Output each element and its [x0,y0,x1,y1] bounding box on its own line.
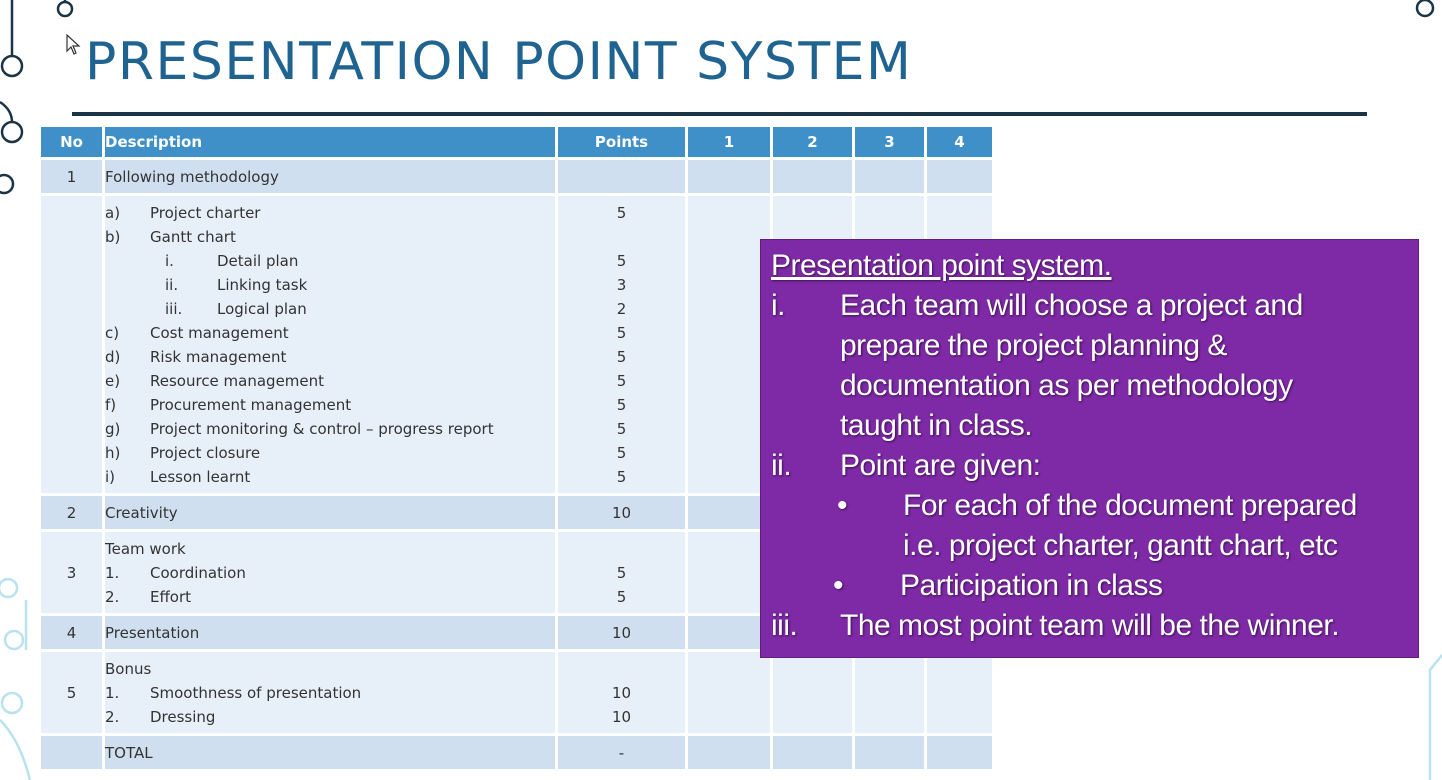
list-text: taught in class. [840,409,1033,442]
item-label: 2. [105,707,120,726]
table-row: 5 Bonus 1. Smoothness of presentation 2. D… [38,649,995,736]
item-points [558,225,685,249]
item-text: Procurement management [150,395,352,414]
item-label: d) [105,347,121,366]
item-label: 1. [105,683,120,702]
section-title: Bonus [105,659,152,678]
section-title: Team work [105,539,186,558]
item-label: h) [105,443,121,462]
callout-title: Presentation point system. [771,249,1112,282]
list-text: Each team will choose a project and [840,289,1303,322]
item-points: 2 [616,299,627,318]
item-points: 5 [616,419,627,438]
item-text: Lesson learnt [150,467,251,486]
item-points: 5 [616,563,627,582]
item-text: Resource management [150,371,325,390]
item-points: 10 [611,683,632,702]
item-label: a) [105,203,121,222]
slide-title: PRESENTATION POINT SYSTEM [85,32,913,92]
header-team-1: 1 [685,124,773,160]
header-row: No Description Points 1 2 3 4 [38,124,995,160]
section-title: Following methodology [102,157,558,196]
item-points: 5 [616,371,627,390]
item-text: Detail plan [217,251,299,270]
item-label: f) [105,395,117,414]
item-text: Project closure [150,443,261,462]
list-number: i. [771,289,786,322]
item-label: c) [105,323,120,342]
bullet-icon: • [833,569,844,602]
section-title: Presentation [102,613,558,652]
bullet-text: For each of the document prepared [903,489,1357,522]
item-text: Smoothness of presentation [150,683,362,702]
item-points: 5 [616,395,627,414]
list-number: ii. [771,449,792,482]
item-label: i) [105,467,116,486]
item-label: g) [105,419,121,438]
item-points: 5 [616,203,627,222]
header-description: Description [102,124,558,160]
row-number: 2 [38,493,105,532]
bullet-icon: • [837,489,848,522]
bullet-text: i.e. project charter, gantt chart, etc [903,529,1338,562]
item-points: 5 [616,251,627,270]
header-team-3: 3 [852,124,927,160]
header-team-2: 2 [770,124,855,160]
section-points: 10 [555,493,688,532]
mouse-cursor-icon [66,34,81,55]
item-points: 5 [616,347,627,366]
item-text: Effort [150,587,192,606]
item-text: Coordination [150,563,246,582]
title-rule [72,112,1367,116]
item-points: 3 [616,275,627,294]
item-points: 10 [611,707,632,726]
row-number: 3 [38,529,105,616]
item-points: 5 [616,587,627,606]
item-text: Risk management [150,347,287,366]
bullet-text: Participation in class [900,569,1163,602]
header-no: No [38,124,105,160]
item-points: 5 [616,443,627,462]
item-points: 5 [616,467,627,486]
item-label: 1. [105,563,120,582]
section-title: Creativity [102,493,558,532]
header-team-4: 4 [924,124,995,160]
item-text: Gantt chart [150,227,236,246]
item-label: b) [105,227,121,246]
total-points: - [555,733,688,772]
callout-box: Presentation point system. i. Each team … [761,240,1418,657]
list-text: The most point team will be the winner. [840,609,1340,642]
section-points: 10 [555,613,688,652]
header-points: Points [555,124,688,160]
list-number: iii. [771,609,798,642]
row-number: 4 [38,613,105,652]
item-points: 5 [616,323,627,342]
item-label: e) [105,371,121,390]
total-label: TOTAL [102,733,558,772]
item-text: Project monitoring & control – progress … [150,419,494,438]
list-text: Point are given: [840,449,1041,482]
table-row: 1 Following methodology [38,157,995,196]
item-label: ii. [165,275,179,294]
row-number: 1 [38,157,105,196]
item-text: Linking task [217,275,308,294]
list-text: documentation as per methodology [840,369,1293,402]
total-row: TOTAL - [38,733,995,772]
item-label: 2. [105,587,120,606]
item-label: i. [165,251,174,270]
item-text: Dressing [150,707,216,726]
item-text: Logical plan [217,299,307,318]
item-text: Project charter [150,203,261,222]
row-number: 5 [38,649,105,736]
list-text: prepare the project planning & [840,329,1227,362]
item-label: iii. [165,299,183,318]
item-text: Cost management [150,323,289,342]
